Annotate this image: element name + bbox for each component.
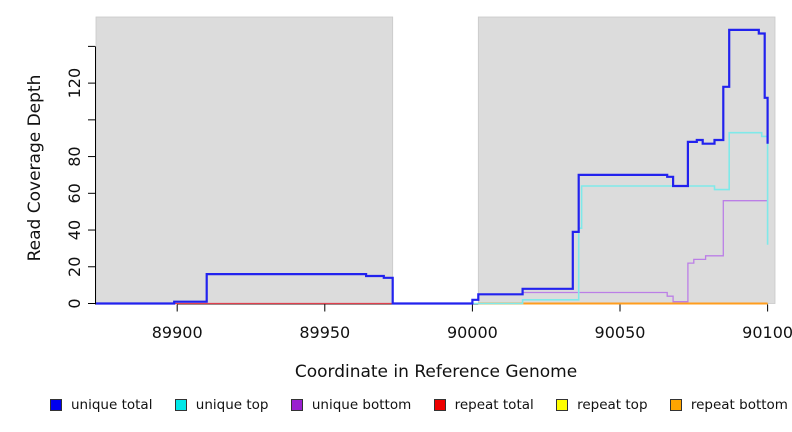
legend-label: unique top — [195, 397, 269, 413]
shaded-region — [477, 16, 776, 304]
y-tick-label: 80 — [65, 146, 84, 166]
legend-label: unique bottom — [311, 397, 412, 413]
legend: unique total unique top unique bottom re… — [50, 397, 788, 413]
legend-label: repeat total — [454, 397, 534, 413]
unique-top-swatch-icon — [174, 399, 187, 411]
x-axis-title: Coordinate in Reference Genome — [295, 362, 577, 382]
repeat-top-swatch-icon — [556, 399, 569, 411]
y-tick-label: 0 — [65, 298, 84, 308]
y-tick-label: 120 — [65, 68, 84, 99]
unique-total-swatch-icon — [50, 399, 62, 411]
legend-label: repeat top — [577, 397, 648, 413]
repeat-total-swatch-icon — [433, 399, 446, 411]
y-axis-title: Read Coverage Depth — [25, 75, 45, 262]
unique-bottom-swatch-icon — [290, 399, 303, 411]
y-tick-label: 20 — [65, 257, 84, 277]
x-tick-label: 90100 — [742, 323, 792, 342]
x-tick-label: 90050 — [595, 323, 646, 342]
y-tick-label: 40 — [65, 220, 84, 240]
shaded-region — [95, 16, 394, 304]
legend-item-repeat-bottom: repeat bottom — [669, 397, 788, 413]
legend-item-unique-top: unique top — [174, 397, 269, 413]
repeat-bottom-swatch-icon — [669, 399, 682, 411]
x-tick-label: 89900 — [152, 323, 203, 342]
legend-item-unique-bottom: unique bottom — [290, 397, 412, 413]
legend-item-repeat-total: repeat total — [433, 397, 534, 413]
x-tick-label: 90000 — [447, 323, 498, 342]
legend-item-unique-total: unique total — [50, 397, 152, 413]
y-tick-label: 60 — [65, 183, 84, 203]
legend-label: unique total — [71, 397, 153, 413]
x-tick-label: 89950 — [299, 323, 350, 342]
series-line-unique-bottom — [478, 200, 768, 303]
legend-label: repeat bottom — [690, 397, 788, 413]
series-line-unique-total — [96, 28, 769, 305]
legend-item-repeat-top: repeat top — [556, 397, 648, 413]
